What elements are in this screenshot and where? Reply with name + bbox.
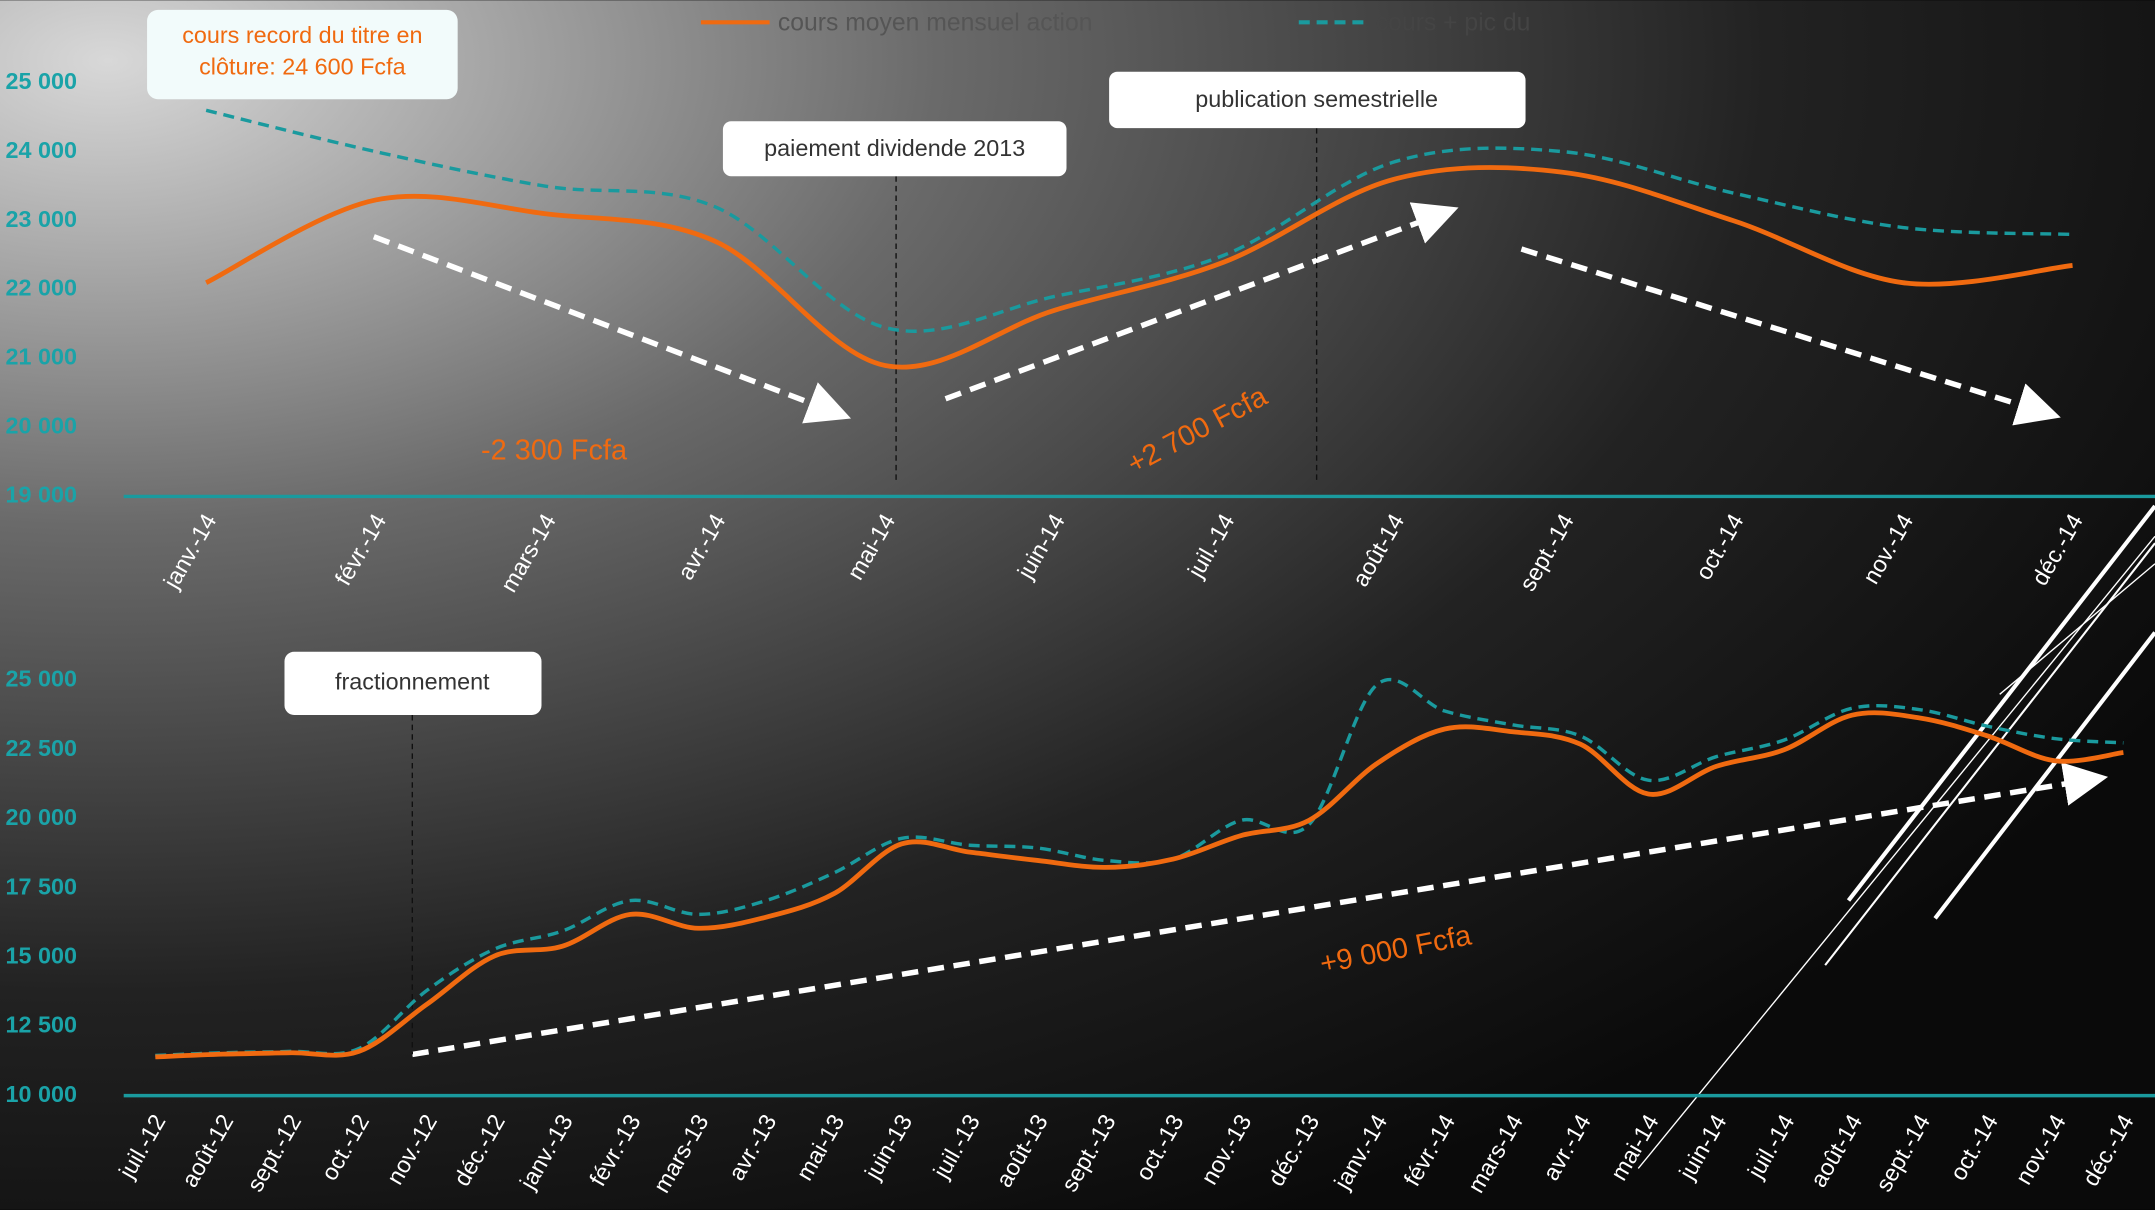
y-tick-label: 20 000 [5,804,76,830]
y-tick-label: 19 000 [5,482,76,508]
legend-label: cours + pic du [1376,10,1531,37]
series-line [205,108,2073,333]
y-tick-label: 22 500 [5,735,76,761]
y-tick-label: 17 500 [5,873,76,899]
callout: cours record du titre en clôture: 24 600… [182,22,423,80]
callout-box [1109,71,1526,129]
y-tick-label: 10 000 [5,1081,76,1107]
y-tick-label: 21 000 [5,344,76,370]
callout-text: publication semestrielle [1195,86,1438,112]
event-lines [411,128,1318,1055]
series-line [205,165,2073,370]
callout-box [284,651,542,715]
delta-label: -2 300 Fcfa [481,434,628,466]
callout-text: paiement dividende 2013 [764,135,1025,161]
y-tick-label: 12 500 [5,1012,76,1038]
callout-box [147,9,458,100]
decor-lines [1637,504,2155,1169]
series-line [155,710,2124,1060]
y-tick-label: 22 000 [5,275,76,301]
y-tick-label: 25 000 [5,666,76,692]
legend-label: cours moyen mensuel action [778,10,1093,37]
y-tick-label: 24 000 [5,137,76,163]
callout-text: cours record du titre en clôture: 24 600… [182,22,423,80]
callout-box [722,121,1067,177]
y-tick-label: 15 000 [5,942,76,968]
y-tick-label: 23 000 [5,206,76,232]
trend-arrows [372,202,2109,1058]
callout-text: fractionnement [335,669,490,695]
y-tick-label: 25 000 [5,68,76,94]
y-tick-label: 20 000 [5,413,76,439]
